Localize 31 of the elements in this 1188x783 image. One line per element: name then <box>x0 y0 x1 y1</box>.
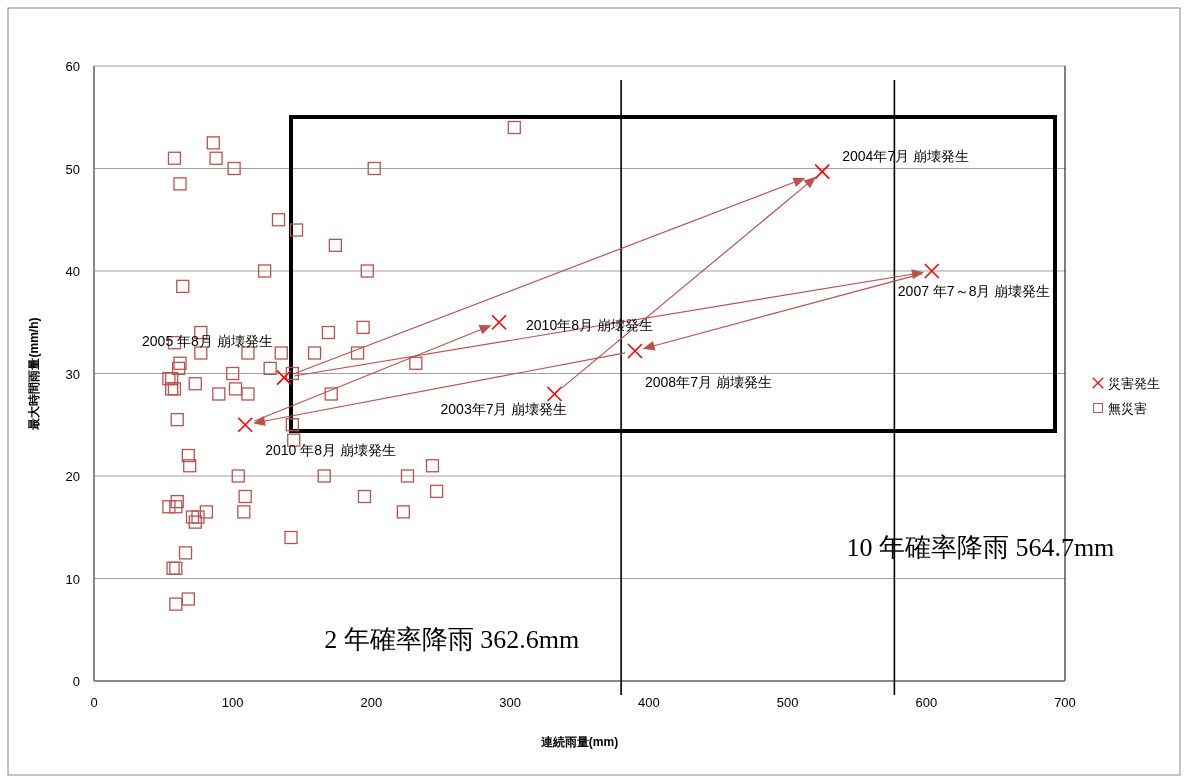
point <box>546 386 563 402</box>
y-tick-label: 40 <box>65 264 80 279</box>
legend-label: 無災害 <box>1108 401 1147 416</box>
y-tick-label: 10 <box>65 571 80 587</box>
annotation: 2010 年8月 崩壊発生 <box>265 441 396 458</box>
point <box>276 369 292 386</box>
x-tick-label: 600 <box>915 695 938 710</box>
x-tick-label: 500 <box>776 695 799 710</box>
y-tick-label: 20 <box>65 469 80 484</box>
point <box>814 163 831 180</box>
y-tick-label: 0 <box>72 674 80 689</box>
point <box>627 343 643 359</box>
x-tick-label: 700 <box>1054 695 1076 710</box>
y-tick-label: 60 <box>65 59 80 74</box>
point <box>924 263 940 279</box>
annotation: 2003年7月 崩壊発生 <box>440 401 568 417</box>
annotation: 2007 年7～8月 崩壊発生 <box>897 283 1051 299</box>
x-tick-label: 400 <box>638 695 660 710</box>
x-tick-label: 300 <box>499 695 521 710</box>
y-tick-label: 30 <box>65 366 80 382</box>
y-axis-title: 最大時間雨量(mm/h) <box>27 317 41 431</box>
y-tick-label: 50 <box>65 161 80 177</box>
point <box>491 314 507 331</box>
annotation: 2008年7月 崩壊発生 <box>644 373 772 390</box>
x-tick-label: 100 <box>221 695 244 710</box>
legend-label: 災害発生 <box>1108 376 1160 391</box>
x-tick-label: 0 <box>90 695 98 710</box>
x-tick-label: 200 <box>360 695 383 710</box>
x-axis-title: 連続雨量(mm) <box>539 735 619 749</box>
point <box>237 416 253 433</box>
ref-line-label: 2 年確率降雨 362.6mm <box>324 625 580 654</box>
